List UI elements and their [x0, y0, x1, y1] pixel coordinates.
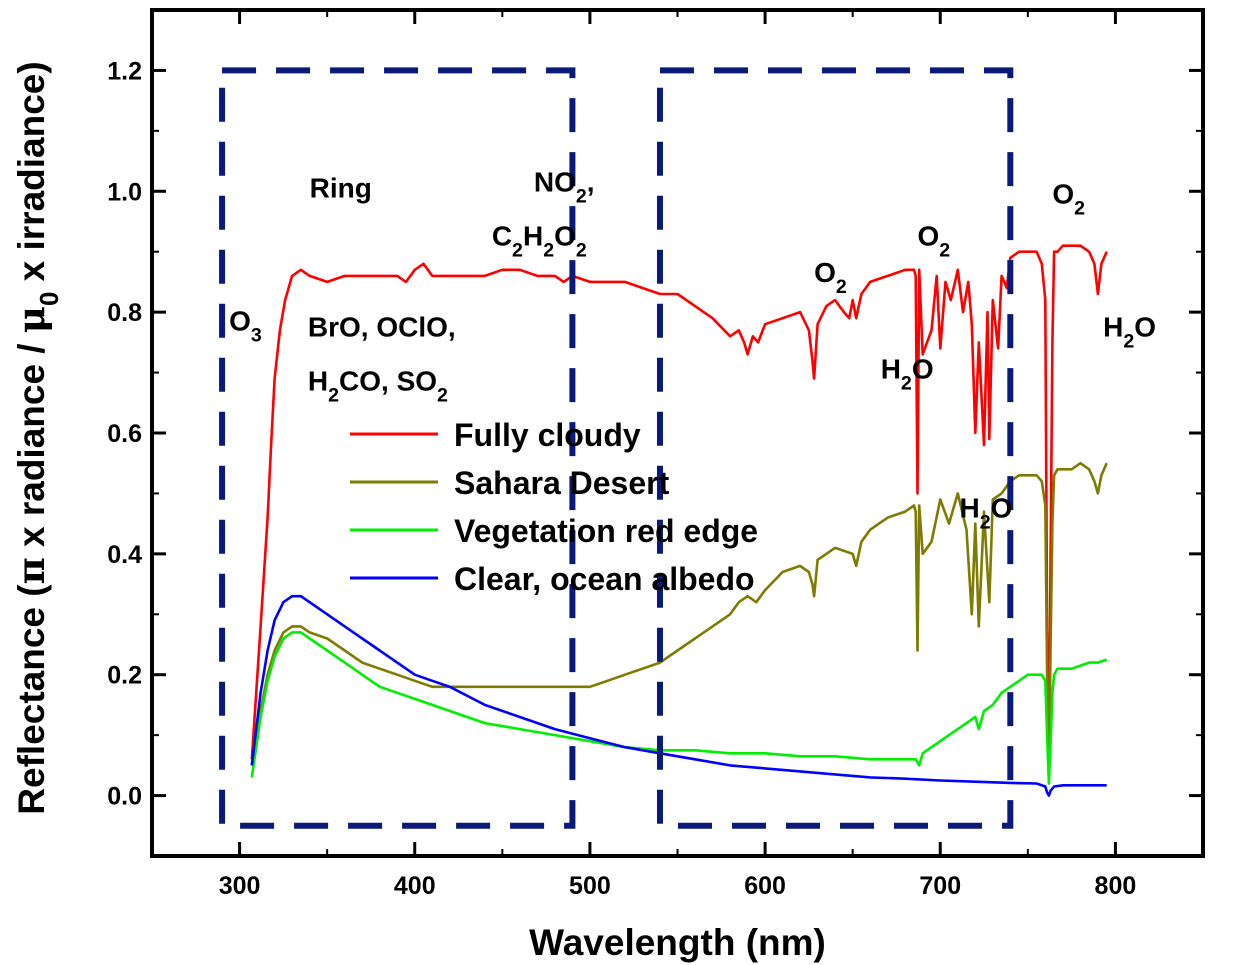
y-tick-label: 1.0 — [107, 178, 142, 206]
subscript: 2 — [939, 240, 950, 262]
absorber-label: H2CO, SO2 — [308, 366, 448, 407]
text-part: , — [587, 166, 595, 197]
text-part: C — [492, 221, 512, 252]
text-part: NO — [534, 166, 576, 197]
series-line-fully-cloudy — [250, 244, 1108, 773]
subscript: 2 — [328, 385, 339, 407]
y-tick-label: 0.4 — [107, 541, 142, 569]
subscript: 2 — [437, 385, 448, 407]
text-part: CO, SO — [339, 366, 437, 397]
y-tick-label: 0.0 — [107, 783, 142, 811]
legend-label-2: Sahara Desert — [454, 465, 670, 501]
subscript: 2 — [512, 240, 523, 262]
absorber-label: O2 — [1052, 178, 1085, 219]
absorber-label: H2O — [960, 493, 1013, 534]
text-part: H — [308, 366, 328, 397]
text-part: O — [1134, 311, 1156, 342]
absorber-label: O2 — [917, 221, 950, 262]
text-part: O — [912, 354, 934, 385]
y-tick-label: 0.8 — [107, 299, 142, 327]
text-part: H — [523, 221, 543, 252]
text-part: Reflectance ( — [11, 584, 52, 815]
absorber-label: Ring — [310, 172, 372, 203]
subscript: 3 — [251, 324, 262, 346]
legend-label-1: Fully cloudy — [454, 417, 641, 453]
subscript: 0 — [36, 292, 64, 306]
y-tick-label: 0.2 — [107, 662, 142, 690]
text-part: μ — [9, 306, 53, 333]
text-part: O — [917, 221, 939, 252]
x-tick-label: 600 — [744, 872, 786, 900]
text-part: H — [960, 493, 980, 524]
subscript: 2 — [1074, 197, 1085, 219]
absorber-label: H2O — [881, 354, 934, 395]
absorber-label: C2H2O2 — [492, 221, 587, 262]
subscript: 2 — [980, 512, 991, 534]
text-part: π — [9, 557, 53, 584]
subscript: 2 — [576, 185, 587, 207]
text-part: O — [229, 305, 251, 336]
text-part: x irradiance) — [11, 61, 52, 291]
x-tick-label: 500 — [569, 872, 611, 900]
x-tick-label: 300 — [219, 872, 261, 900]
text-part: O — [554, 221, 576, 252]
legend-label-4: Clear, ocean albedo — [454, 561, 755, 597]
y-tick-label: 1.2 — [107, 57, 142, 85]
absorber-label: BrO, OClO, — [308, 311, 456, 342]
subscript: 2 — [1123, 330, 1134, 352]
absorber-label: O3 — [229, 305, 262, 346]
x-axis-title: Wavelength (nm) — [529, 922, 826, 963]
fitting-window-2 — [656, 67, 1014, 829]
text-part: Ring — [310, 172, 372, 203]
text-part: H — [881, 354, 901, 385]
y-tick-label: 0.6 — [107, 420, 142, 448]
text-part: O — [814, 257, 836, 288]
y-axis-title: Reflectance (π x radiance / μ0 x irradia… — [9, 61, 64, 814]
subscript: 2 — [543, 240, 554, 262]
subscript: 2 — [901, 373, 912, 395]
x-tick-label: 800 — [1095, 872, 1137, 900]
series-line-vegetation-red-edge — [250, 631, 1108, 785]
text-part: O — [1052, 178, 1074, 209]
text-part: H — [1103, 311, 1123, 342]
legend-label-3: Vegetation red edge — [454, 513, 758, 549]
subscript: 2 — [576, 240, 587, 262]
fitting-window-1 — [219, 67, 576, 829]
absorber-label: NO2, — [534, 166, 595, 207]
text-part: BrO, OClO, — [308, 311, 456, 342]
series-line-sahara-desert — [250, 461, 1108, 785]
series-line-clear-ocean-albedo — [250, 594, 1107, 797]
subscript: 2 — [836, 276, 847, 298]
x-tick-label: 400 — [394, 872, 436, 900]
absorber-label: O2 — [814, 257, 847, 298]
text-part: x radiance / — [11, 333, 52, 557]
text-part: O — [991, 493, 1013, 524]
absorber-label: H2O — [1103, 311, 1156, 352]
x-tick-label: 700 — [919, 872, 961, 900]
